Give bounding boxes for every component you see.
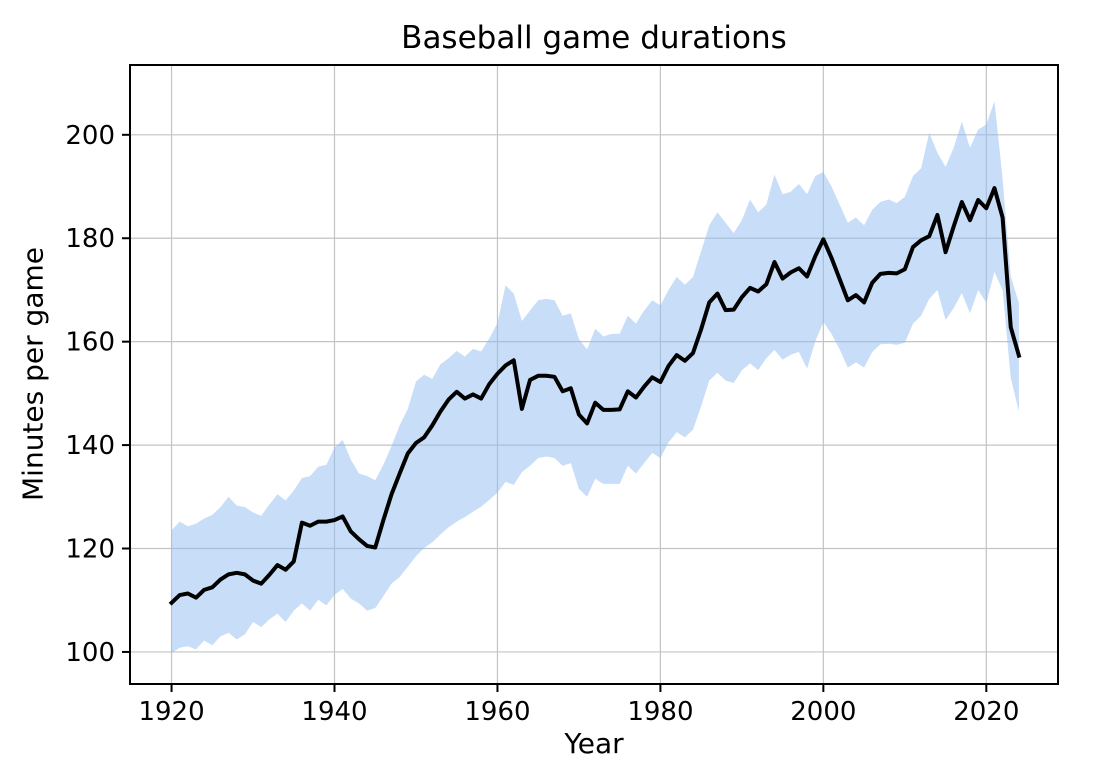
x-tick-label: 2020 [953,697,1019,727]
x-tick-label: 1920 [138,697,204,727]
x-axis: 1920 1940 1960 1980 2000 2020 [138,684,1019,727]
duration-line [168,186,1022,606]
plot-border [129,64,1059,685]
uncertainty-band [171,101,1019,653]
y-tick-label: 120 [65,535,115,565]
y-tick-label: 180 [65,224,115,254]
y-tick-label: 140 [65,431,115,461]
y-tick-label: 200 [65,121,115,151]
x-tick-label: 1940 [301,697,367,727]
y-axis-label: Minutes per game [16,247,50,501]
chart-title: Baseball game durations [401,20,787,56]
x-tick-label: 1960 [464,697,530,727]
y-axis: 100 120 140 160 180 200 [65,121,130,668]
x-tick-label: 2000 [790,697,856,727]
y-tick-label: 100 [65,638,115,668]
x-tick-label: 1980 [627,697,693,727]
y-tick-label: 160 [65,328,115,358]
x-axis-label: Year [564,727,624,760]
